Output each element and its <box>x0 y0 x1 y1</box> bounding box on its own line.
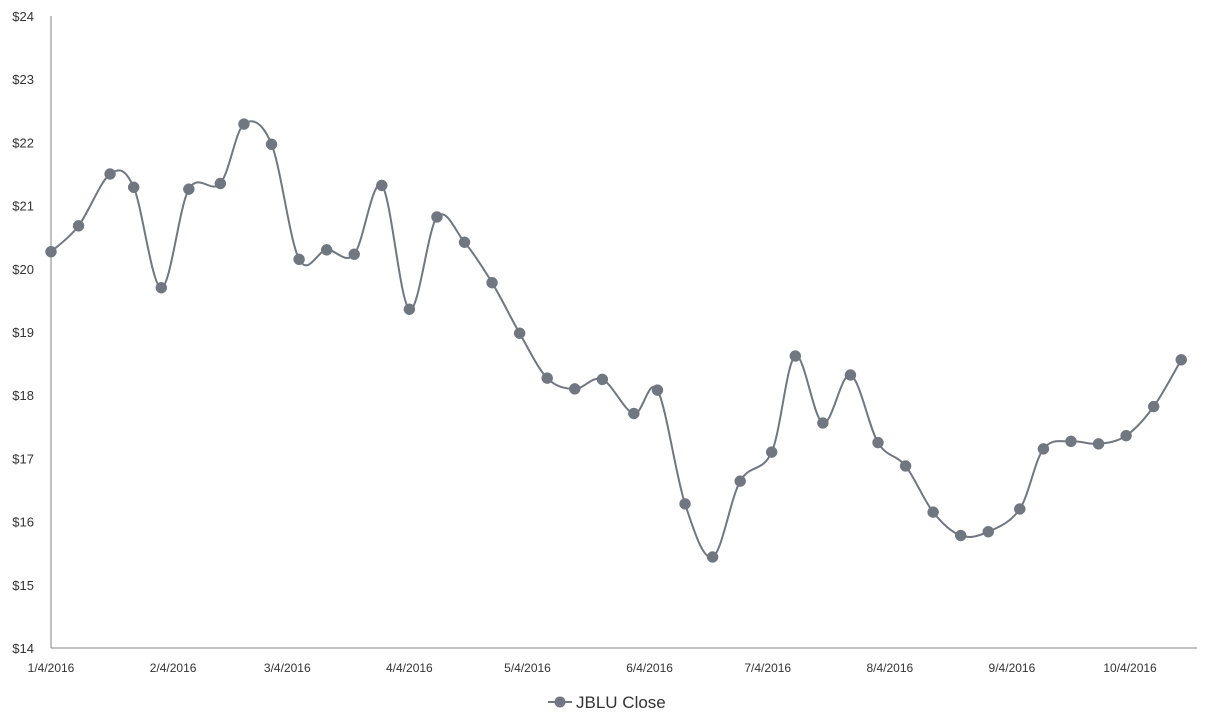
axes <box>50 16 1197 649</box>
x-tick-label: 9/4/2016 <box>989 661 1036 675</box>
x-tick-label: 6/4/2016 <box>626 661 673 675</box>
data-point <box>1037 443 1050 455</box>
data-point <box>817 417 829 429</box>
data-point <box>45 245 57 258</box>
data-point <box>872 436 884 449</box>
data-point <box>927 506 939 518</box>
data-point <box>348 248 360 261</box>
data-point <box>104 168 116 180</box>
legend-marker <box>554 696 566 708</box>
series-layer <box>45 118 1187 563</box>
y-tick-label: $23 <box>12 72 34 87</box>
data-point <box>706 551 719 563</box>
data-point <box>789 350 802 362</box>
y-tick-label: $14 <box>12 641 34 656</box>
x-tick-label: 10/4/2016 <box>1103 661 1157 675</box>
data-point <box>155 282 168 294</box>
data-point <box>320 244 333 256</box>
y-tick-label: $19 <box>12 325 34 340</box>
data-point <box>72 220 85 232</box>
data-point <box>513 327 526 340</box>
data-point <box>569 383 581 395</box>
y-tick-label: $24 <box>12 9 34 24</box>
legend: JBLU Close <box>548 693 666 712</box>
data-point <box>1065 435 1077 448</box>
data-point <box>183 183 195 195</box>
data-point <box>486 276 498 289</box>
data-point <box>293 253 305 266</box>
data-point <box>734 475 746 487</box>
data-point <box>765 446 778 458</box>
data-point <box>982 525 995 538</box>
data-point <box>214 177 227 190</box>
data-point <box>1092 438 1105 450</box>
x-tick-label: 8/4/2016 <box>866 661 913 675</box>
data-point <box>458 236 471 249</box>
data-point <box>238 118 250 130</box>
legend-label: JBLU Close <box>576 693 666 712</box>
y-tick-label: $16 <box>12 515 34 530</box>
data-point <box>844 369 857 381</box>
data-point <box>628 407 640 420</box>
data-point <box>596 373 609 386</box>
y-tick-label: $20 <box>12 262 34 277</box>
x-tick-label: 5/4/2016 <box>504 661 551 675</box>
data-point <box>1175 354 1187 366</box>
data-point <box>679 498 691 510</box>
y-tick-label: $15 <box>12 578 34 593</box>
data-point <box>127 181 140 194</box>
x-tick-label: 1/4/2016 <box>28 661 75 675</box>
y-axis-tick-labels: $14 $15 $16 $17 $18 $19 $20 $21 $22 $23 $24 <box>12 9 34 656</box>
x-tick-label: 7/4/2016 <box>744 661 791 675</box>
x-tick-label: 3/4/2016 <box>264 661 311 675</box>
x-tick-label: 2/4/2016 <box>150 661 197 675</box>
y-tick-label: $17 <box>12 451 34 466</box>
x-axis-tick-labels: 1/4/2016 2/4/2016 3/4/2016 4/4/2016 5/4/2016… <box>28 661 1157 675</box>
x-tick-label: 4/4/2016 <box>386 661 433 675</box>
data-point <box>265 138 278 151</box>
data-point <box>431 211 443 223</box>
y-tick-label: $21 <box>12 199 34 214</box>
y-tick-label: $18 <box>12 388 34 403</box>
data-point <box>899 460 912 472</box>
data-point <box>541 372 553 384</box>
data-point <box>954 529 967 542</box>
data-point <box>376 179 388 192</box>
data-point <box>403 303 416 315</box>
y-tick-label: $22 <box>12 135 34 150</box>
data-point <box>1014 503 1026 515</box>
data-point <box>1120 429 1132 442</box>
data-point <box>651 384 664 396</box>
data-point <box>1147 400 1160 413</box>
series-line-jblu-close <box>50 120 1183 559</box>
